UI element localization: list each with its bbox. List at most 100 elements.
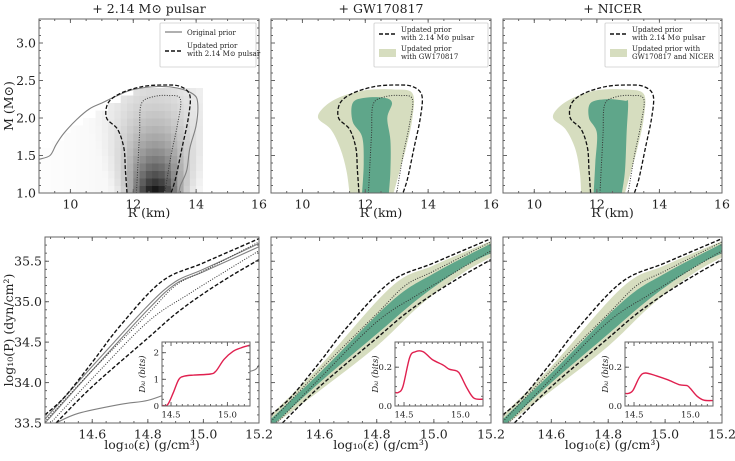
heatmap-cell bbox=[133, 148, 141, 156]
x-tick-label: 14.6 bbox=[306, 427, 334, 442]
heatmap-cell bbox=[64, 140, 71, 149]
x-tick-label: 14.5 bbox=[625, 411, 644, 421]
heatmap-cell bbox=[45, 155, 53, 164]
heatmap-cell bbox=[152, 163, 159, 171]
x-tick-label: 14.6 bbox=[537, 427, 565, 442]
heatmap-cell bbox=[76, 140, 84, 149]
eos-panel-bottom-right: 14.6 14.8 15.0 15.2 log₁₀(ε) (g/cm³) 14.5 15.0… bbox=[502, 236, 735, 452]
legend-label: Updated prior bbox=[401, 45, 452, 53]
heatmap-cell bbox=[152, 118, 159, 126]
heatmap-cell bbox=[145, 178, 153, 186]
heatmap-cell bbox=[51, 155, 59, 164]
heatmap-cell bbox=[139, 163, 147, 171]
heatmap-cell bbox=[83, 170, 90, 179]
contour-dotted bbox=[367, 94, 414, 193]
heatmap-cell bbox=[114, 185, 122, 193]
heatmap-cell bbox=[57, 185, 65, 193]
heatmap-cell bbox=[114, 163, 122, 171]
heatmap-cell bbox=[120, 110, 128, 119]
heatmap-cell bbox=[114, 133, 122, 141]
heatmap-cell bbox=[183, 133, 191, 141]
heatmap-cell bbox=[171, 140, 178, 149]
heatmap-cell bbox=[133, 170, 141, 179]
x-tick-label: 12 bbox=[589, 197, 605, 212]
heatmap-cell bbox=[57, 163, 65, 171]
heatmap-cell bbox=[152, 110, 159, 119]
heatmap-cell bbox=[139, 178, 147, 186]
heatmap-cell bbox=[95, 185, 103, 193]
x-tick-label: 12 bbox=[357, 197, 373, 212]
heatmap-cell bbox=[89, 133, 97, 141]
heatmap-cell bbox=[133, 118, 141, 126]
heatmap-cell bbox=[114, 148, 122, 156]
x-tick-label: 10 bbox=[294, 197, 310, 212]
heatmap-cell bbox=[171, 170, 178, 179]
heatmap-cell bbox=[76, 170, 84, 179]
legend-box bbox=[604, 22, 720, 68]
heatmap-cell bbox=[108, 140, 115, 149]
y-tick-label: 0 bbox=[154, 402, 159, 412]
legend-label: Original prior bbox=[187, 29, 236, 37]
x-tick-label: 15.0 bbox=[189, 427, 217, 442]
heatmap-cell bbox=[158, 163, 166, 171]
heatmap-cell bbox=[189, 170, 197, 179]
heatmap-cell bbox=[101, 155, 109, 164]
y-tick-label: 35.5 bbox=[14, 254, 42, 269]
heatmap-cell bbox=[196, 155, 203, 164]
heatmap-cell bbox=[177, 133, 185, 141]
eos-dotted-upper bbox=[45, 241, 259, 422]
eos-dashed-lower bbox=[513, 258, 722, 423]
legend-box bbox=[159, 22, 257, 68]
legend-label: GW170817 and NICER bbox=[632, 53, 714, 61]
eos-dashed-lower bbox=[281, 258, 491, 423]
heatmap-cell bbox=[133, 133, 141, 141]
heatmap-cell bbox=[189, 148, 197, 156]
heatmap-cell bbox=[95, 118, 103, 126]
heatmap-cell bbox=[89, 163, 97, 171]
heatmap-cell bbox=[152, 103, 159, 111]
y-tick-label: 35.0 bbox=[14, 294, 42, 309]
heatmap-cell bbox=[196, 170, 203, 179]
heatmap-cell bbox=[183, 110, 191, 119]
y-axis-label: log₁₀(P) (dyn/cm²) bbox=[1, 274, 16, 387]
heatmap-cell bbox=[89, 185, 97, 193]
heatmap-cell bbox=[139, 110, 147, 119]
x-axis-label: R (km) bbox=[360, 205, 403, 220]
heatmap-cell bbox=[57, 178, 65, 186]
x-tick-label: 14.8 bbox=[134, 427, 162, 442]
heatmap-cell bbox=[83, 163, 90, 171]
heatmap-cell bbox=[158, 88, 166, 96]
heatmap-cell bbox=[127, 155, 134, 164]
heatmap-cell bbox=[133, 125, 141, 134]
heatmap-cell bbox=[76, 178, 84, 186]
heatmap-cell bbox=[83, 133, 90, 141]
heatmap-cell bbox=[158, 148, 166, 156]
axes-frame bbox=[44, 236, 260, 424]
heatmap-cell bbox=[89, 118, 97, 126]
heatmap-cell bbox=[196, 185, 203, 193]
heatmap-cell bbox=[164, 118, 172, 126]
heatmap-cell bbox=[120, 148, 128, 156]
eos-dotted-upper bbox=[271, 241, 491, 422]
heatmap-cell bbox=[89, 140, 97, 149]
heatmap-cell bbox=[120, 95, 128, 104]
heatmap-cell bbox=[76, 148, 84, 156]
x-tick-label: 15.2 bbox=[708, 427, 735, 442]
inset-bg bbox=[625, 342, 713, 406]
axes-frame bbox=[502, 236, 723, 424]
eos-dashed-lower bbox=[55, 258, 259, 423]
x-tick-label: 15.0 bbox=[651, 427, 679, 442]
legend-label: Updated prior bbox=[401, 26, 452, 34]
heatmap-cell bbox=[183, 155, 191, 164]
heatmap-cell bbox=[57, 155, 65, 164]
legend-label: with GW170817 bbox=[401, 53, 458, 61]
heatmap-cell bbox=[127, 185, 134, 193]
heatmap-cell bbox=[158, 118, 166, 126]
heatmap-cell bbox=[164, 148, 172, 156]
heatmap-cell bbox=[39, 170, 46, 179]
heatmap-cell bbox=[164, 133, 172, 141]
heatmap-cell bbox=[108, 163, 115, 171]
heatmap-cell bbox=[139, 185, 147, 193]
heatmap-cell bbox=[164, 110, 172, 119]
